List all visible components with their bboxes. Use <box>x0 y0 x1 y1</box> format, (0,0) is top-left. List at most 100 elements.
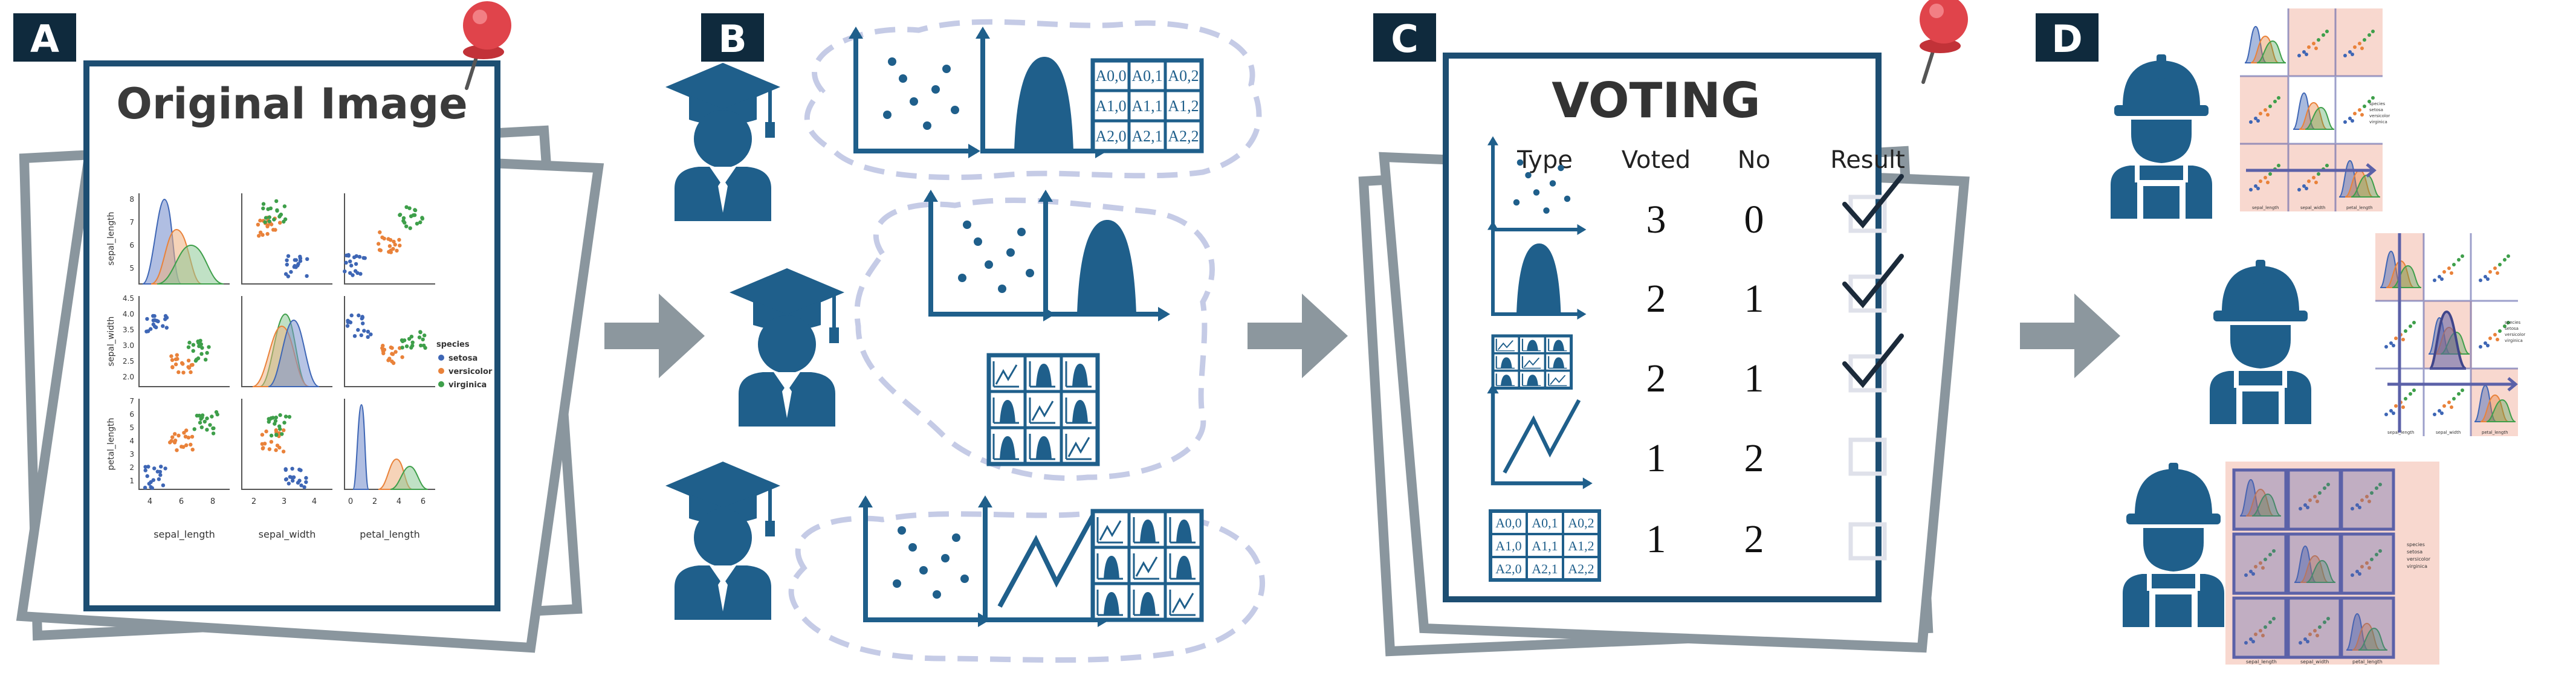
voting-table-rows: 3 0 2 1 2 1 1 2 1 2 <box>1646 198 1764 561</box>
header-type: Type <box>1516 146 1573 174</box>
scatter-point <box>267 219 271 224</box>
scatter-point <box>150 486 154 491</box>
scatter-point <box>290 466 294 471</box>
no-count: 2 <box>1744 517 1764 561</box>
scatter-point <box>387 244 392 248</box>
scatter-point <box>419 343 423 348</box>
panel-d-letter-badge <box>2036 13 2099 62</box>
scatter-point <box>282 428 286 433</box>
scatter-point <box>154 325 158 330</box>
scatter-point <box>283 217 288 222</box>
svg-text:sepal_width: sepal_width <box>2300 205 2325 210</box>
scatter-point <box>352 255 357 260</box>
scatter-point <box>278 427 282 431</box>
svg-text:A1,2: A1,2 <box>1568 538 1594 553</box>
scatter-point <box>149 327 153 331</box>
scatter-point <box>184 443 189 448</box>
pairplot-xticks: 4 6 8 2 3 4 0 2 4 6 <box>147 497 426 506</box>
svg-text:5: 5 <box>129 264 134 272</box>
pairplot-ylabel: sepal_width <box>106 317 116 367</box>
scatter-point <box>263 220 267 224</box>
checkmark-icon <box>1842 174 1904 233</box>
scatter-point <box>393 242 397 247</box>
scatter-point <box>357 254 362 259</box>
scatter-point <box>196 356 201 361</box>
scatter-point <box>146 465 150 469</box>
scatter-point <box>407 336 412 341</box>
scatter-point <box>388 238 393 242</box>
scatter-point <box>205 416 209 420</box>
no-count: 2 <box>1744 436 1764 480</box>
scatter-point <box>163 466 167 471</box>
header-no: No <box>1738 146 1770 174</box>
scatter-point <box>404 344 409 349</box>
no-count: 1 <box>1744 277 1764 321</box>
scatter-point <box>156 319 160 324</box>
scatter-point <box>387 356 392 361</box>
scatter-point <box>345 324 350 328</box>
scatter-point <box>198 420 202 425</box>
scatter-plot-icon <box>924 190 1055 321</box>
svg-text:sepal_length: sepal_length <box>2252 205 2279 210</box>
svg-text:virginica: virginica <box>448 381 487 390</box>
scatter-point <box>349 263 354 268</box>
scatter-point <box>298 259 303 263</box>
scatter-point <box>181 370 186 375</box>
scatter-point <box>407 206 412 210</box>
scatter-point <box>186 358 191 362</box>
scatter-point <box>190 448 195 452</box>
svg-text:A1,2: A1,2 <box>1168 97 1199 115</box>
svg-text:setosa: setosa <box>2369 108 2383 112</box>
original-image-title: Original Image <box>116 79 467 129</box>
svg-text:A0,2: A0,2 <box>1568 515 1594 530</box>
svg-text:species: species <box>2369 101 2385 106</box>
pairplot-cell-kde <box>241 296 332 387</box>
scatter-point <box>392 239 396 244</box>
svg-text:virginica: virginica <box>2407 564 2427 569</box>
scatter-point <box>158 473 163 477</box>
svg-text:species: species <box>2407 542 2425 547</box>
scatter-point <box>299 483 303 488</box>
scatter-point <box>422 343 426 348</box>
panel-a-letter-badge <box>13 13 76 62</box>
scatter-point <box>352 334 357 338</box>
scatter-point <box>278 213 282 218</box>
scatter-point <box>152 466 157 471</box>
scatter-point <box>269 433 274 438</box>
scatter-point <box>258 218 262 223</box>
svg-text:7: 7 <box>129 218 134 227</box>
svg-text:6: 6 <box>179 497 184 506</box>
scatter-point <box>393 350 398 354</box>
scatter-point <box>170 435 175 439</box>
scatter-point <box>359 333 363 338</box>
svg-text:petal_length: petal_length <box>2346 205 2373 210</box>
scatter-point <box>305 274 309 279</box>
scatter-point <box>183 434 188 439</box>
scatter-point <box>361 256 366 260</box>
scatter-point <box>361 321 365 326</box>
scatter-point <box>302 485 306 489</box>
scatter-point <box>381 351 386 356</box>
scatter-point <box>200 346 204 350</box>
header-voted: Voted <box>1622 146 1691 174</box>
scatter-point <box>389 250 393 254</box>
scatter-point <box>189 442 193 447</box>
empty-checkbox-icon <box>1848 522 1887 561</box>
scatter-point <box>281 449 286 454</box>
svg-text:8: 8 <box>210 497 215 506</box>
scatter-point <box>422 333 427 338</box>
scatter-point <box>346 253 351 257</box>
scatter-point <box>291 475 296 480</box>
pairplot-cell-scatter <box>138 399 230 491</box>
scatter-point <box>151 318 155 323</box>
voted-count: 3 <box>1646 198 1666 242</box>
scatter-point <box>413 208 418 213</box>
svg-text:A0,1: A0,1 <box>1131 67 1162 85</box>
scatter-point <box>191 343 196 347</box>
scatter-point <box>192 427 196 431</box>
svg-text:A0,1: A0,1 <box>1532 515 1558 530</box>
scatter-point <box>190 434 195 439</box>
svg-text:A0,0: A0,0 <box>1495 515 1521 530</box>
scatter-point <box>164 326 169 330</box>
student-icon <box>665 63 780 221</box>
